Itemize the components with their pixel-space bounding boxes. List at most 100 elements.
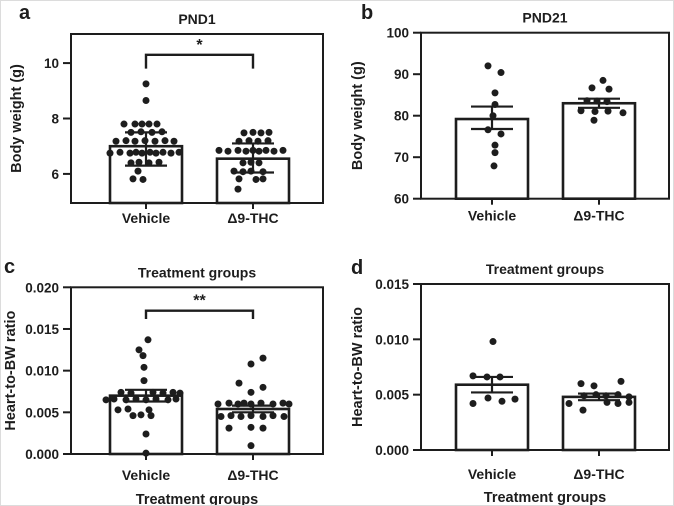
scatter-dot: [146, 148, 154, 156]
scatter-dot: [259, 424, 267, 432]
scatter-dot: [577, 107, 585, 115]
scatter-dot: [599, 76, 607, 84]
scatter-dot: [579, 406, 587, 414]
scatter-dot: [497, 69, 505, 77]
scatter-dot: [247, 400, 255, 408]
scatter-dot: [270, 147, 278, 155]
scatter-dot: [245, 137, 253, 145]
scatter-dot: [489, 338, 497, 346]
y-tick-label: 0.010: [375, 332, 409, 347]
y-tick-label: 0.020: [25, 280, 59, 295]
y-tick-label: 80: [394, 109, 409, 124]
category-label: Vehicle: [122, 467, 170, 483]
scatter-dot: [139, 175, 147, 183]
scatter-dot: [149, 388, 157, 396]
scatter-dot: [214, 400, 222, 408]
y-tick-label: 0.010: [25, 364, 59, 379]
scatter-dot: [152, 395, 160, 403]
y-axis-title: Body weight (g): [9, 64, 25, 173]
scatter-dot: [217, 412, 225, 420]
scatter-dot: [583, 97, 591, 105]
scatter-dot: [239, 159, 247, 167]
category-label: Vehicle: [468, 466, 516, 482]
scatter-dot: [593, 97, 601, 105]
scatter-dot: [155, 158, 163, 166]
scatter-dot: [264, 137, 272, 145]
scatter-dot: [141, 137, 149, 145]
significance-bracket: [144, 53, 255, 69]
scatter-dot: [591, 108, 599, 116]
scatter-dot: [235, 175, 243, 183]
category-label: Δ9-THC: [227, 210, 278, 226]
scatter-dot: [102, 396, 110, 404]
scatter-dot: [110, 395, 118, 403]
panel-c: c Treatment groups 0.000 0.005 0.010 0.015 0.…: [1, 254, 338, 506]
scatter-dot: [127, 159, 135, 167]
category-label: Vehicle: [468, 208, 516, 224]
scatter-dot: [145, 159, 153, 167]
scatter-dot: [604, 107, 612, 115]
category-label: Δ9-THC: [573, 466, 624, 482]
scatter-dot: [279, 146, 287, 154]
scatter-dot: [117, 388, 125, 396]
scatter-dot: [257, 399, 265, 407]
scatter-dot: [242, 147, 250, 155]
panel-letter-b: b: [361, 2, 374, 24]
scatter-dot: [491, 149, 499, 157]
chart-pnd1-body-weight: PND1 6 8 10 Body weight (g) Vehicle Δ9-THC *: [9, 11, 324, 226]
scatter-dot: [469, 400, 477, 408]
scatter-dot: [511, 395, 519, 403]
scatter-dot: [469, 372, 477, 380]
scatter-dot: [234, 185, 242, 193]
chart-heart-bw-ratio-pnd1: Treatment groups 0.000 0.005 0.010 0.015 0.02…: [3, 264, 324, 506]
scatter-dot: [161, 137, 169, 145]
scatter-dot: [489, 112, 497, 120]
scatter-dot: [142, 96, 150, 104]
scatter-dot: [254, 137, 262, 145]
scatter-dot: [126, 149, 134, 157]
scatter-dot: [235, 137, 243, 145]
x-axis-title: Treatment groups: [136, 492, 258, 506]
scatter-dot: [285, 400, 293, 408]
significance-label: *: [196, 37, 203, 54]
panel-b: b PND21 60 70 80 90 100 Body weight (g) Vehicle…: [338, 1, 673, 254]
panel-a: a PND1 6 8 10 Body weight (g) Vehicle Δ9-THC *: [1, 1, 338, 254]
scatter-dot: [137, 128, 145, 136]
chart-pnd21-body-weight: PND21 60 70 80 90 100 Body weight (g) Vehicle Δ9…: [350, 10, 670, 224]
scatter-dot: [142, 430, 150, 438]
scatter-dot: [175, 148, 183, 156]
scatter-dot: [280, 412, 288, 420]
y-tick-label: 6: [51, 167, 59, 182]
scatter-dot: [247, 423, 255, 431]
bar-thc: [561, 395, 637, 452]
scatter-dot: [484, 394, 492, 402]
y-axis-title: Body weight (g): [350, 61, 366, 170]
y-tick-label: 10: [44, 56, 59, 71]
scatter-dot: [234, 400, 242, 408]
scatter-dot: [124, 405, 132, 413]
chart-heart-bw-ratio-pnd21: Treatment groups 0.000 0.005 0.010 0.015 Hear…: [350, 261, 670, 505]
scatter-dot: [247, 167, 255, 175]
scatter-dot: [138, 149, 146, 157]
scatter-dot: [247, 360, 255, 368]
scatter-dot: [116, 148, 124, 156]
significance-bracket: [144, 309, 255, 319]
scatter-dot: [142, 396, 150, 404]
scatter-dot: [247, 158, 255, 166]
scatter-dot: [169, 388, 177, 396]
scatter-dot: [172, 395, 180, 403]
scatter-dot: [497, 130, 505, 138]
scatter-dot: [255, 147, 263, 155]
scatter-dot: [619, 109, 627, 117]
scatter-dot: [142, 449, 150, 457]
significance-label: **: [193, 293, 206, 310]
scatter-dot: [259, 412, 267, 420]
scatter-dot: [255, 159, 263, 167]
scatter-dot: [625, 398, 633, 406]
scatter-dot: [484, 126, 492, 134]
scatter-dot: [580, 392, 588, 400]
scatter-dot: [498, 397, 506, 405]
scatter-dot: [106, 149, 114, 157]
panel-title: PND21: [522, 10, 567, 26]
